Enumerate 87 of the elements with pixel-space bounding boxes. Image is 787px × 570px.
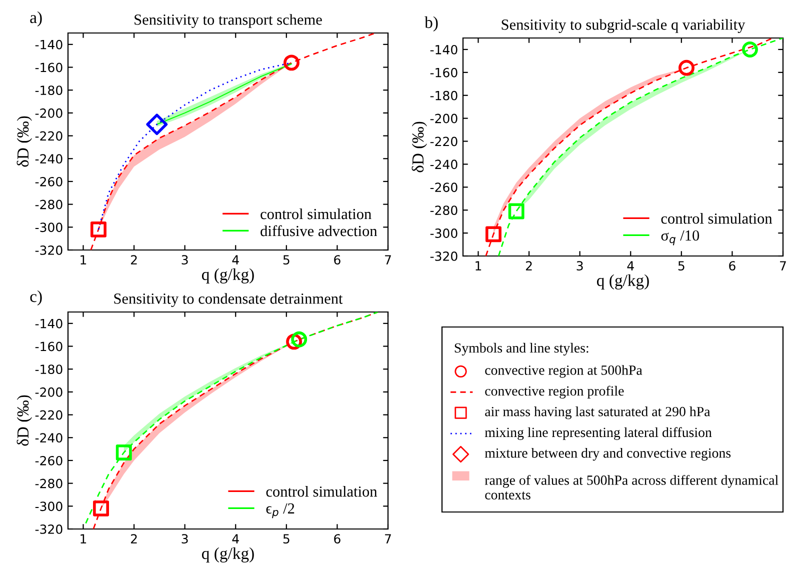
- y-tick-label: -220: [35, 410, 62, 420]
- legend-label: control simulation: [661, 212, 772, 224]
- x-tick-label: 6: [334, 255, 340, 265]
- y-tick-label: -220: [35, 131, 62, 141]
- legend-label: range of values at 500hPa across different dynamical contexts: [484, 475, 778, 500]
- x-tick-label: 4: [232, 255, 239, 264]
- y-tick-label: -300: [35, 222, 62, 232]
- x-tick-label: 5: [283, 534, 290, 544]
- y-tick-label: -160: [35, 62, 62, 72]
- x-tick-label: 2: [526, 261, 532, 270]
- legend-label: mixing line representing lateral diffusion: [484, 427, 712, 440]
- text: Symbols and line styles:: [454, 342, 588, 356]
- x-axis-title: q (g/kg): [202, 547, 254, 563]
- line-series: [90, 33, 376, 250]
- y-tick-label: -260: [35, 176, 62, 186]
- point: [742, 41, 758, 58]
- chart-title: Sensitivity to condensate detrainment: [114, 293, 343, 307]
- legend-label: diffusive advection: [260, 225, 378, 236]
- y-tick-label: -260: [35, 456, 62, 466]
- y-tick-label: -140: [430, 44, 458, 54]
- x-tick-label: 7: [780, 261, 786, 270]
- y-tick-label: -180: [35, 86, 62, 96]
- x-tick-label: 4: [627, 261, 634, 270]
- legend-label: control simulation: [266, 486, 378, 497]
- legend-label: control simulation: [260, 208, 372, 220]
- y-tick-label: -280: [430, 206, 458, 216]
- point: [678, 60, 694, 76]
- y-tick-label: -280: [35, 478, 62, 488]
- chart-title: Sensitivity to subgrid-scale q variability: [502, 19, 746, 33]
- y-tick-label: -300: [430, 228, 458, 238]
- y-tick-label: -200: [430, 114, 458, 124]
- text: a): [30, 11, 42, 26]
- y-tick-label: -260: [430, 182, 458, 192]
- y-tick-label: -240: [35, 433, 62, 443]
- y-tick-label: -300: [35, 502, 62, 512]
- x-tick-label: 7: [385, 534, 391, 544]
- legend-label: convective region at 500hPa: [485, 365, 642, 378]
- x-axis-title: q (g/kg): [202, 268, 254, 284]
- y-tick-label: -140: [35, 40, 62, 50]
- legend-label: air mass having last saturated at 290 hPa: [485, 406, 710, 420]
- legend-label: mixture between dry and convective regions: [484, 448, 731, 461]
- x-tick-label: 5: [678, 261, 684, 271]
- y-tick-label: -160: [430, 68, 458, 78]
- x-tick-label: 2: [130, 534, 137, 544]
- y-tick-label: -220: [430, 136, 458, 146]
- y-axis-title: δD (‰): [412, 122, 427, 172]
- y-tick-label: -200: [35, 387, 62, 397]
- point: [146, 114, 168, 136]
- y-axis-title: δD (‰): [16, 116, 32, 167]
- text: c): [30, 290, 42, 306]
- x-tick-label: 6: [334, 534, 340, 544]
- y-tick-label: -320: [35, 524, 62, 534]
- x-tick-label: 3: [182, 534, 188, 544]
- point: [486, 226, 502, 242]
- x-tick-label: 1: [80, 534, 86, 544]
- text: b): [424, 16, 438, 32]
- legend-label: convective region profile: [485, 386, 624, 399]
- point: [508, 203, 524, 220]
- legend-label: ϵ$_{p}$ /2: [266, 503, 294, 518]
- point: [90, 221, 106, 238]
- y-axis-title: δD (‰): [16, 395, 32, 446]
- x-tick-label: 2: [130, 255, 137, 264]
- x-tick-label: 4: [232, 534, 239, 544]
- point: [93, 500, 109, 516]
- y-tick-label: -320: [430, 251, 458, 261]
- y-tick-label: -140: [35, 318, 62, 328]
- point: [116, 444, 132, 460]
- x-tick-label: 1: [80, 255, 86, 264]
- y-tick-label: -160: [35, 342, 62, 352]
- x-tick-label: 7: [385, 255, 391, 264]
- x-tick-label: 3: [182, 255, 188, 265]
- y-tick-label: -280: [35, 200, 62, 210]
- legend-label: σ$_{q}$ /10: [661, 230, 700, 246]
- point: [291, 331, 308, 348]
- y-tick-label: -320: [35, 245, 62, 255]
- y-tick-label: -240: [430, 160, 458, 170]
- y-tick-label: -180: [35, 364, 62, 374]
- point: [284, 54, 300, 71]
- x-tick-label: 1: [476, 261, 482, 270]
- x-tick-label: 3: [576, 261, 583, 271]
- x-tick-label: 5: [283, 255, 290, 265]
- y-tick-label: -200: [35, 108, 62, 118]
- x-tick-label: 6: [729, 261, 736, 271]
- x-axis-title: q (g/kg): [596, 274, 649, 290]
- y-tick-label: -180: [430, 90, 458, 100]
- y-tick-label: -240: [35, 154, 62, 164]
- chart-title: Sensitivity to transport scheme: [134, 14, 322, 28]
